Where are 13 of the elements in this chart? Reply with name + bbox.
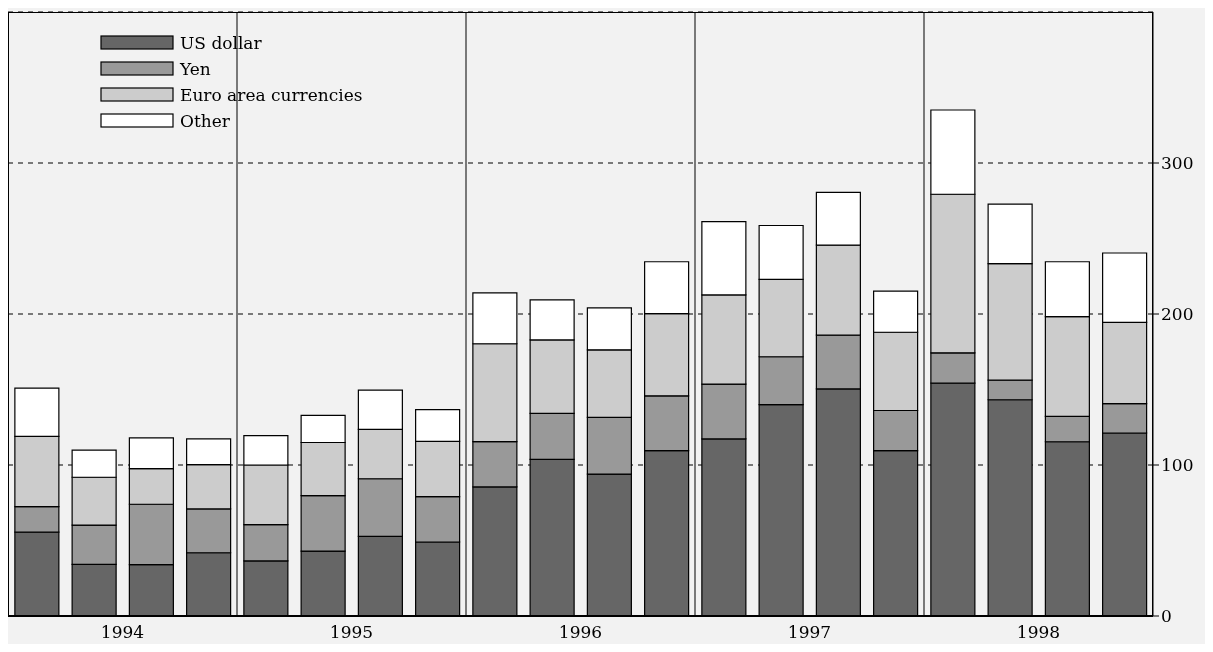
y-tick-label: 100 (1161, 455, 1194, 476)
legend-label: Euro area currencies (180, 85, 363, 105)
x-tick-label: 1995 (329, 622, 374, 642)
legend-label: Yen (180, 59, 211, 79)
legend-label: US dollar (180, 33, 262, 53)
x-tick-label: 1994 (100, 622, 145, 642)
y-tick-label: 200 (1161, 304, 1194, 325)
y-tick-label: 0 (1161, 606, 1172, 627)
x-tick-label: 1996 (558, 622, 603, 642)
x-tick-label: 1997 (787, 622, 832, 642)
x-tick-label: 1998 (1016, 622, 1061, 642)
y-tick-label: 300 (1161, 153, 1194, 174)
legend-label: Other (180, 111, 230, 131)
